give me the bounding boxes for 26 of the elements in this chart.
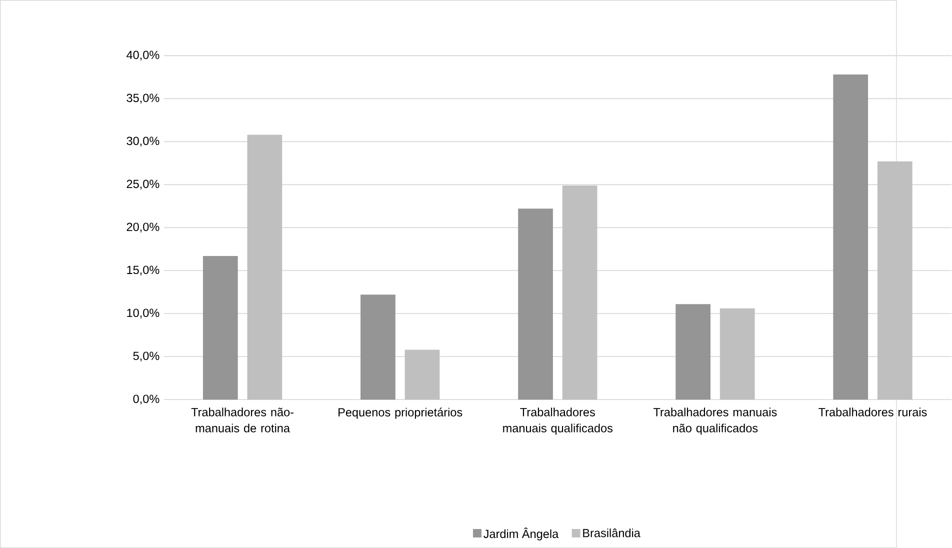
legend-label: Brasilândia — [583, 528, 640, 538]
x-tick-label: Pequenos prioprietários — [338, 408, 462, 419]
bar — [877, 161, 912, 400]
y-tick-label: 20,0% — [126, 222, 160, 232]
legend-label: Jardim Ângela — [484, 528, 559, 540]
x-tick-label: Trabalhadores rurais — [818, 408, 927, 416]
bar — [720, 308, 755, 400]
bar — [202, 256, 238, 400]
bar — [518, 208, 553, 400]
y-tick-label: 5,0% — [133, 352, 160, 362]
y-tick-label: 25,0% — [126, 180, 160, 190]
y-tick-label: 40,0% — [126, 50, 160, 60]
y-tick-label: 10,0% — [127, 308, 160, 318]
x-tick-label: Trabalhadores não-manuais de rotina — [191, 408, 294, 432]
bar — [247, 134, 282, 400]
y-tick-label: 0,0% — [133, 394, 160, 404]
y-tick-label: 35,0% — [126, 94, 160, 104]
x-tick-label: Trabalhadores manuais qualificados — [503, 408, 613, 435]
y-tick-label: 15,0% — [127, 266, 160, 276]
bar — [562, 185, 598, 400]
y-tick-label: 30,0% — [126, 136, 160, 146]
bar — [833, 74, 868, 400]
x-tick-label: Trabalhadores manuais não qualificados — [653, 408, 777, 435]
bar — [676, 304, 710, 400]
bar — [360, 294, 396, 400]
bar — [404, 350, 440, 400]
